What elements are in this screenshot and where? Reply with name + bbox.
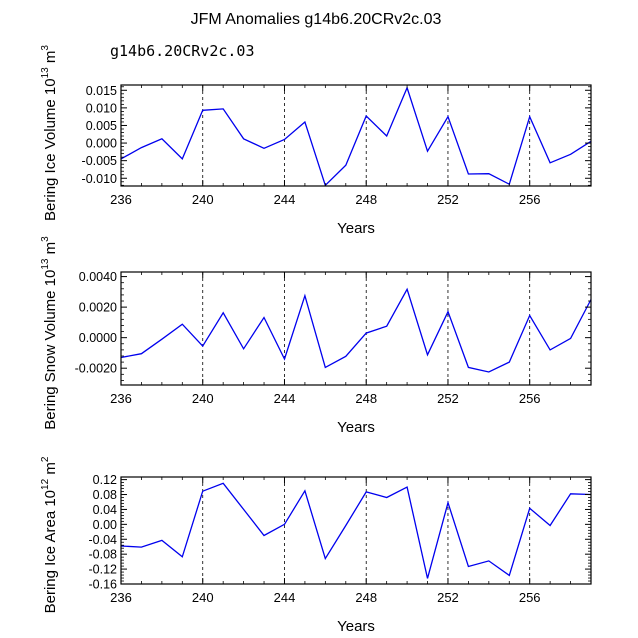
y-tick-label: 0.015: [86, 84, 117, 98]
x-axis-label: Years: [337, 618, 375, 635]
x-tick-label: 252: [437, 590, 459, 605]
y-axis-label-exponent: 3: [40, 45, 51, 51]
series-line: [120, 482, 592, 579]
x-tick-label: 244: [274, 391, 296, 406]
y-axis-label: Bering Ice Volume 1013 m3: [40, 45, 59, 221]
y-tick-label: 0.005: [86, 119, 117, 133]
plot-frame: [120, 476, 592, 585]
y-tick-label: 0.0020: [79, 301, 117, 315]
x-tick-label: 252: [437, 391, 459, 406]
x-tick-label: 236: [110, 192, 132, 207]
x-axis-label: Years: [337, 419, 375, 436]
plot-frame: [120, 271, 592, 386]
x-tick-label: 244: [274, 590, 296, 605]
y-axis-label-text: Bering Snow Volume 10: [42, 270, 59, 430]
y-axis-label-exponent: 12: [40, 478, 51, 490]
y-tick-label: -0.005: [82, 154, 117, 168]
run-label: g14b6.20CRv2c.03: [110, 42, 255, 60]
x-tick-label: 256: [519, 590, 541, 605]
snow-volume-panel: 236 240 244 248 252 256 -0.0020 0.0000 0.0020 0.0…: [40, 236, 592, 436]
y-tick-label: 0.08: [93, 488, 117, 502]
x-tick-label: 236: [110, 590, 132, 605]
y-tick-label: 0.00: [93, 518, 117, 532]
x-tick-label: 256: [519, 192, 541, 207]
y-tick-label: -0.12: [89, 563, 118, 577]
y-axis-label-text: m: [42, 51, 59, 68]
x-tick-label: 244: [274, 192, 296, 207]
x-tick-label: 240: [192, 391, 214, 406]
y-axis-label-text: m: [42, 242, 59, 259]
y-tick-label: 0.12: [93, 473, 117, 487]
y-axis-label: Bering Ice Area 1012 m2: [40, 456, 59, 613]
y-tick-label: 0.0000: [79, 331, 117, 345]
y-tick-label: 0.04: [93, 503, 117, 517]
series-line: [120, 287, 592, 373]
y-axis-label-text: Bering Ice Volume 10: [42, 78, 59, 221]
y-tick-label: 0.000: [86, 137, 117, 151]
ice-area-panel: 236 240 244 248 252 256-0.16-0.12-0.08-0.040.…: [40, 456, 592, 635]
x-tick-label: 248: [355, 192, 377, 207]
x-tick-label: 248: [355, 590, 377, 605]
y-tick-label: 0.010: [86, 101, 117, 115]
x-axis-label: Years: [337, 220, 375, 237]
y-axis-label-exponent: 13: [40, 258, 51, 270]
y-axis-label-text: m: [42, 462, 59, 479]
y-tick-label: 0.0040: [79, 270, 117, 284]
series-line: [120, 85, 592, 187]
ice-volume-panel: 236 240 244 248 252 256 -0.010 -0.005 0.000 0.005…: [40, 45, 592, 237]
x-tick-label: 240: [192, 590, 214, 605]
y-axis-label-exponent: 2: [40, 456, 51, 462]
figure-title: JFM Anomalies g14b6.20CRv2c.03: [191, 11, 442, 28]
y-tick-label: -0.010: [82, 172, 117, 186]
x-tick-label: 240: [192, 192, 214, 207]
x-tick-label: 248: [355, 391, 377, 406]
y-axis-label-exponent: 13: [40, 67, 51, 79]
y-axis-label-text: Bering Ice Area 10: [42, 490, 59, 613]
y-tick-label: -0.16: [89, 578, 118, 592]
x-tick-label: 236: [110, 391, 132, 406]
x-tick-label: 252: [437, 192, 459, 207]
y-tick-label: -0.04: [89, 533, 118, 547]
y-tick-label: -0.08: [89, 548, 118, 562]
y-axis-label-exponent: 3: [40, 236, 51, 242]
plot-frame: [120, 84, 592, 187]
y-axis-label: Bering Snow Volume 1013 m3: [40, 236, 59, 430]
x-tick-label: 256: [519, 391, 541, 406]
y-tick-label: -0.0020: [75, 362, 117, 376]
